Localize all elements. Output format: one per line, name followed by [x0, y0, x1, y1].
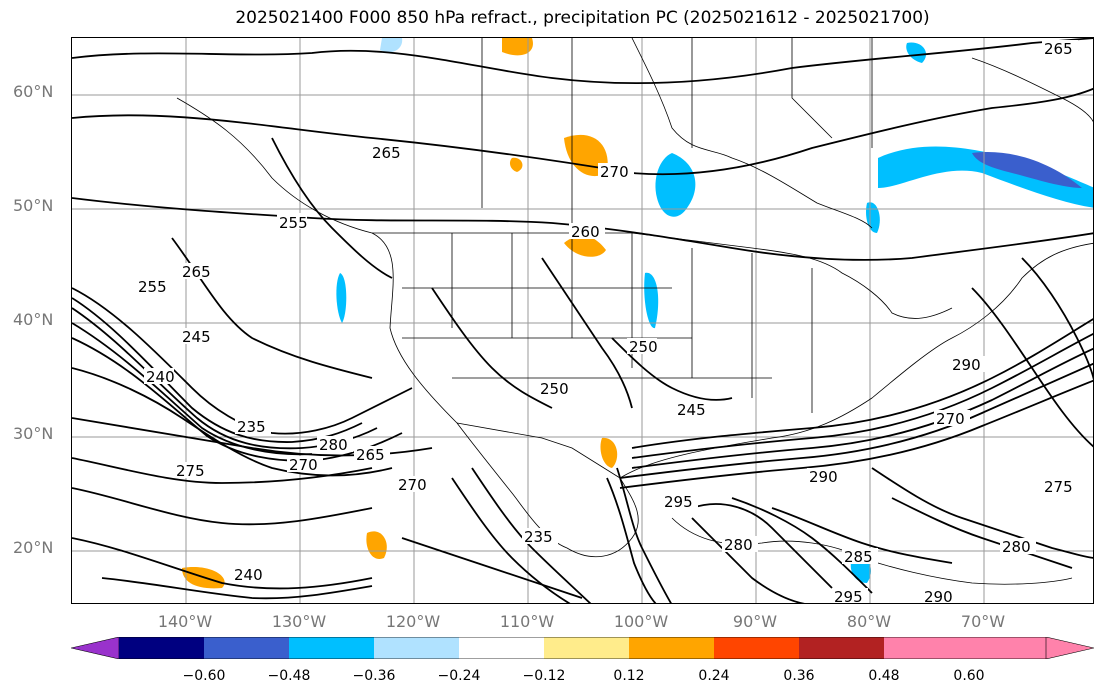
precip-negative-area	[972, 152, 1082, 188]
contour-label: 260	[571, 223, 600, 241]
contour-label: 295	[834, 588, 863, 604]
contour-label: 295	[664, 493, 693, 511]
lon-label-120w: 120°W	[385, 612, 441, 631]
contour-label: 240	[146, 368, 175, 386]
lon-label-70w: 70°W	[960, 612, 1006, 631]
lon-label-140w: 140°W	[157, 612, 213, 631]
map-canvas: 265 270 260 255 265 255 245 265 250 250 …	[72, 38, 1093, 604]
lon-label-90w: 90°W	[732, 612, 778, 631]
colorbar-swatch	[459, 637, 544, 659]
precip-positive-area	[564, 235, 606, 257]
contour-label: 270	[398, 476, 427, 494]
contour-label: 250	[629, 338, 658, 356]
contour-label: 235	[524, 528, 553, 546]
colorbar-svg	[71, 637, 1094, 659]
lat-label-40n: 40°N	[13, 310, 54, 329]
contour-label: 250	[540, 380, 569, 398]
colorbar-tick: −0.12	[522, 668, 566, 684]
colorbar-swatch	[289, 637, 374, 659]
contour-label: 290	[952, 356, 981, 374]
contour-label: 280	[724, 536, 753, 554]
precip-negative-area	[866, 202, 880, 233]
colorbar-swatch	[544, 637, 629, 659]
colorbar-swatch	[799, 637, 884, 659]
contour-labels: 265 270 260 255 265 255 245 265 250 250 …	[136, 40, 1078, 604]
colorbar-tick: −0.24	[437, 668, 481, 684]
precip-positive-area	[366, 531, 387, 559]
precip-negative-area	[878, 146, 1093, 208]
colorbar-swatch	[884, 637, 1046, 659]
colorbar-swatch	[119, 637, 204, 659]
colorbar-tick: 0.24	[698, 668, 730, 684]
colorbar-tick: 0.60	[953, 668, 985, 684]
colorbar-tick: 0.12	[613, 668, 645, 684]
contour-label: 280	[319, 436, 348, 454]
precip-positive-area	[564, 134, 608, 177]
precip-negative-area	[644, 272, 659, 329]
contour-label: 275	[1044, 478, 1073, 496]
colorbar-tick: 0.48	[868, 668, 900, 684]
contour-label: 240	[234, 566, 263, 584]
contour-label: 270	[289, 456, 318, 474]
lat-label-20n: 20°N	[13, 538, 54, 557]
map-title: 2025021400 F000 850 hPa refract., precip…	[235, 8, 930, 28]
precipitation-shading	[182, 38, 1093, 589]
lat-label-30n: 30°N	[13, 424, 54, 443]
lon-label-80w: 80°W	[846, 612, 892, 631]
lon-label-130w: 130°W	[271, 612, 327, 631]
lon-label-110w: 110°W	[499, 612, 555, 631]
contour-label: 290	[924, 588, 953, 604]
colorbar-swatch	[374, 637, 459, 659]
map-panel: 265 270 260 255 265 255 245 265 250 250 …	[71, 37, 1094, 604]
refractivity-contours	[72, 38, 1093, 603]
contour-label: 270	[936, 410, 965, 428]
precip-negative-area	[655, 153, 696, 217]
precip-negative-area	[906, 42, 927, 63]
colorbar-tick: −0.48	[267, 668, 311, 684]
contour-label: 265	[1044, 40, 1073, 58]
colorbar	[71, 637, 1094, 659]
colorbar-swatch	[71, 637, 120, 659]
contour-label: 280	[1002, 538, 1031, 556]
contour-label: 265	[356, 446, 385, 464]
precip-negative-area	[336, 273, 347, 323]
precip-positive-area	[509, 157, 523, 172]
contour-label: 270	[600, 163, 629, 181]
contour-label: 275	[176, 462, 205, 480]
precip-negative-area	[380, 38, 403, 53]
colorbar-swatch	[714, 637, 799, 659]
coastlines-borders	[176, 38, 1093, 585]
contour-label: 265	[372, 144, 401, 162]
colorbar-swatch	[204, 637, 289, 659]
colorbar-tick: −0.60	[182, 668, 226, 684]
precip-positive-area	[600, 437, 618, 468]
colorbar-swatch	[1045, 637, 1094, 659]
graticule	[72, 38, 1093, 603]
colorbar-swatch	[629, 637, 714, 659]
colorbar-tick: 0.36	[783, 668, 815, 684]
colorbar-tick: −0.36	[352, 668, 396, 684]
contour-label: 265	[182, 263, 211, 281]
contour-label: 245	[677, 401, 706, 419]
contour-label: 245	[182, 328, 211, 346]
lat-label-60n: 60°N	[13, 82, 54, 101]
contour-label: 255	[138, 278, 167, 296]
lon-label-100w: 100°W	[613, 612, 669, 631]
precip-positive-area	[502, 38, 533, 56]
contour-label: 235	[237, 418, 266, 436]
contour-label: 255	[279, 214, 308, 232]
lat-label-50n: 50°N	[13, 196, 54, 215]
contour-label: 290	[809, 468, 838, 486]
contour-label: 285	[844, 548, 873, 566]
